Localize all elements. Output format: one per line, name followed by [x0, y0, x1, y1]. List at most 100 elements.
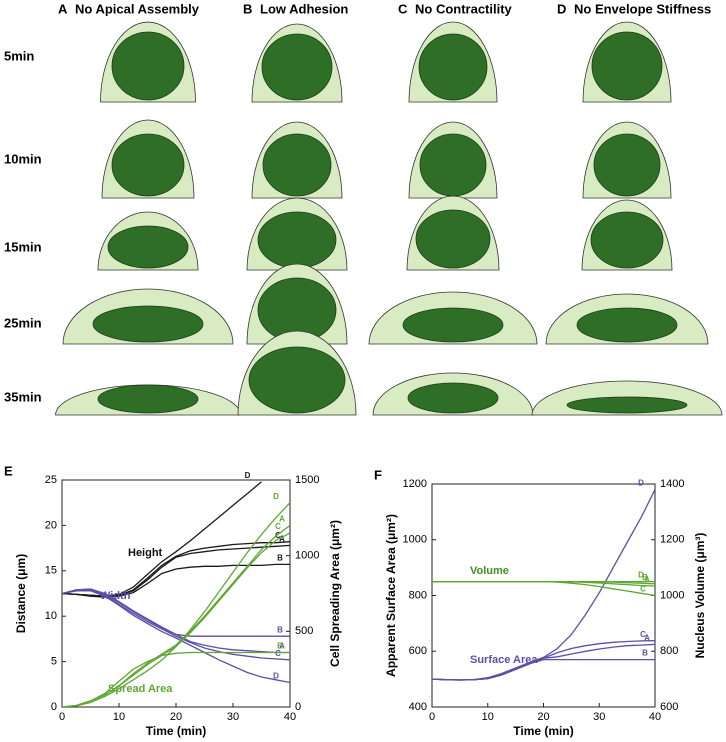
series-label: A [644, 575, 650, 584]
y-tick-label: 5 [51, 656, 57, 668]
y-tick-label: 0 [51, 701, 57, 713]
column-title: No Apical Assembly [75, 1, 200, 16]
x-tick-label: 30 [593, 711, 605, 723]
nucleus [248, 346, 346, 414]
series-label: D [273, 672, 279, 681]
y-tick-label: 25 [45, 474, 57, 486]
series-line [62, 590, 290, 684]
nucleus [92, 305, 204, 343]
x-tick-label: 40 [649, 711, 661, 723]
column-letter: A [58, 1, 68, 16]
y2-tick-label: 1000 [660, 589, 684, 601]
column-title: Low Adhesion [260, 1, 348, 16]
nucleus [590, 211, 664, 269]
series-label: C [640, 585, 646, 594]
panel-label: E [4, 463, 13, 478]
series-line [62, 563, 290, 598]
x-tick-label: 20 [537, 711, 549, 723]
annotation: Surface Area [470, 654, 538, 666]
column-title: No Envelope Stiffness [574, 1, 711, 16]
series-line [62, 544, 290, 597]
series-label: A [644, 633, 650, 642]
nucleus [593, 133, 661, 197]
y-tick-label: 15 [45, 565, 57, 577]
series-label: B [277, 554, 283, 563]
y-axis-label: Apparent Surface Area (μm²) [384, 514, 398, 677]
nucleus [576, 307, 678, 343]
y-tick-label: 20 [45, 519, 57, 531]
y-tick-label: 600 [409, 645, 427, 657]
series-line [432, 658, 655, 681]
nucleus [407, 382, 499, 414]
annotation: Height [128, 547, 163, 559]
y-tick-label: 1200 [403, 478, 427, 490]
series-label: B [277, 642, 283, 651]
nucleus [262, 133, 332, 197]
row-label: 25min [4, 315, 42, 330]
series-line [62, 481, 262, 597]
series-label: D [273, 492, 279, 501]
y2-tick-label: 1000 [295, 550, 319, 562]
x-axis-label: Time (min) [513, 724, 573, 738]
x-tick-label: 0 [59, 711, 65, 723]
x-tick-label: 10 [113, 711, 125, 723]
nucleus [415, 209, 491, 269]
nucleus [591, 31, 663, 101]
y-tick-label: 800 [409, 589, 427, 601]
y2-tick-label: 0 [295, 701, 301, 713]
nucleus [418, 33, 488, 101]
series-label: C [640, 630, 646, 639]
x-tick-label: 0 [429, 711, 435, 723]
y-tick-label: 1000 [403, 534, 427, 546]
nucleus [111, 133, 185, 197]
x-tick-label: 30 [227, 711, 239, 723]
annotation: Spread Area [108, 683, 173, 695]
series-label: A [279, 515, 285, 524]
column-letter: D [557, 1, 566, 16]
y2-tick-label: 1200 [660, 534, 684, 546]
nucleus [261, 33, 333, 101]
y2-tick-label: 800 [660, 645, 678, 657]
row-label: 5min [4, 48, 34, 63]
y2-tick-label: 500 [295, 625, 313, 637]
series-line [62, 589, 290, 661]
x-axis-label: Time (min) [146, 724, 206, 738]
column-title: No Contractility [415, 1, 513, 16]
series-label: C [275, 531, 281, 540]
series-line [432, 489, 655, 681]
nucleus [111, 31, 185, 101]
series-label: D [245, 471, 251, 480]
plot-frame [431, 483, 656, 708]
y2-tick-label: 600 [660, 701, 678, 713]
series-line [432, 643, 655, 681]
series-label: C [275, 649, 281, 658]
series-label: A [279, 534, 285, 543]
series-line [62, 588, 290, 637]
nucleus [402, 307, 504, 343]
series-line [62, 588, 290, 654]
nucleus [97, 384, 199, 414]
nucleus [257, 211, 337, 269]
series-line [62, 524, 290, 707]
column-letter: B [243, 1, 252, 16]
annotation: Volume [470, 565, 509, 577]
annotation: Width [100, 590, 131, 602]
series-label: B [642, 573, 648, 582]
x-tick-label: 40 [284, 711, 296, 723]
series-label: C [275, 522, 281, 531]
series-line [62, 502, 290, 707]
row-label: 10min [4, 151, 42, 166]
y-tick-label: 400 [409, 701, 427, 713]
series-label: B [642, 649, 648, 658]
y-tick-label: 10 [45, 610, 57, 622]
y2-tick-label: 1500 [295, 474, 319, 486]
nucleus [419, 133, 487, 197]
x-tick-label: 20 [170, 711, 182, 723]
nucleus [107, 225, 189, 269]
series-label: D [638, 479, 644, 488]
y2-tick-label: 1400 [660, 478, 684, 490]
series-line [62, 651, 290, 707]
y2-axis-label: Cell Spreading Area (μm²) [328, 520, 342, 667]
y2-axis-label: Nucleus Volume (μm³) [693, 533, 707, 659]
